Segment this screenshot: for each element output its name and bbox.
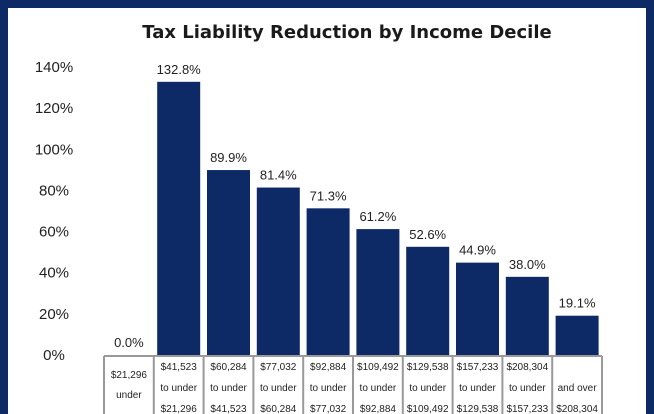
category-label: $21,296 bbox=[161, 404, 198, 414]
category-label: $41,523 bbox=[210, 404, 247, 414]
y-tick-label: 100% bbox=[35, 141, 73, 158]
category-label: $109,492 bbox=[407, 404, 449, 414]
category-label: to under bbox=[160, 383, 197, 394]
category-label: $208,304 bbox=[506, 362, 548, 373]
bar bbox=[256, 187, 300, 355]
data-label: 0.0% bbox=[114, 335, 144, 350]
category-label: $21,296 bbox=[111, 370, 148, 381]
category-label: $157,233 bbox=[506, 404, 548, 414]
category-label: $208,304 bbox=[556, 404, 598, 414]
category-label: under bbox=[116, 390, 142, 401]
data-label: 61.2% bbox=[359, 209, 396, 224]
category-label: and over bbox=[558, 383, 598, 394]
y-tick-label: 60% bbox=[39, 224, 69, 241]
y-tick-label: 140% bbox=[35, 59, 73, 76]
bar bbox=[456, 262, 499, 355]
y-tick-label: 120% bbox=[35, 100, 73, 117]
data-label: 38.0% bbox=[509, 257, 546, 272]
category-label: $77,032 bbox=[260, 362, 297, 373]
data-label: 52.6% bbox=[409, 227, 446, 242]
category-label: $92,884 bbox=[310, 362, 347, 373]
category-label: $129,538 bbox=[457, 404, 499, 414]
bar bbox=[356, 229, 400, 355]
category-label: to under bbox=[310, 383, 347, 394]
category-label: $157,233 bbox=[457, 362, 499, 373]
category-label: $60,284 bbox=[210, 362, 247, 373]
category-label: to under bbox=[260, 383, 297, 394]
category-label: $129,538 bbox=[407, 362, 449, 373]
category-label: to under bbox=[509, 383, 546, 394]
bar bbox=[306, 208, 350, 355]
chart-frame: Tax Liability Reduction by Income Decile… bbox=[8, 8, 646, 414]
category-label: $92,884 bbox=[360, 404, 397, 414]
data-label: 89.9% bbox=[210, 150, 247, 165]
category-label: $60,284 bbox=[260, 404, 297, 414]
data-label: 44.9% bbox=[459, 243, 496, 258]
bar bbox=[406, 246, 450, 355]
category-label: to under bbox=[409, 383, 446, 394]
chart-title: Tax Liability Reduction by Income Decile bbox=[142, 22, 552, 43]
bar bbox=[207, 170, 250, 355]
category-label: to under bbox=[210, 383, 247, 394]
bar bbox=[505, 276, 549, 355]
data-label: 132.8% bbox=[157, 62, 202, 77]
y-tick-label: 0% bbox=[43, 347, 65, 364]
data-label: 71.3% bbox=[310, 188, 347, 203]
data-label: 19.1% bbox=[559, 296, 596, 311]
bar bbox=[157, 81, 201, 355]
category-label: to under bbox=[360, 383, 397, 394]
bar-chart: 0% 20% 40% 60% 80% 100% 120% 140% 0.0% $21,296 und… bbox=[35, 59, 603, 414]
y-tick-label: 80% bbox=[39, 182, 69, 199]
category-label: to under bbox=[459, 383, 496, 394]
bar bbox=[555, 315, 599, 355]
y-tick-label: 40% bbox=[39, 265, 69, 282]
category-label: $41,523 bbox=[161, 362, 198, 373]
y-tick-label: 20% bbox=[39, 306, 69, 323]
data-label: 81.4% bbox=[260, 168, 297, 183]
category-label: $109,492 bbox=[357, 362, 399, 373]
category-label: $77,032 bbox=[310, 404, 347, 414]
